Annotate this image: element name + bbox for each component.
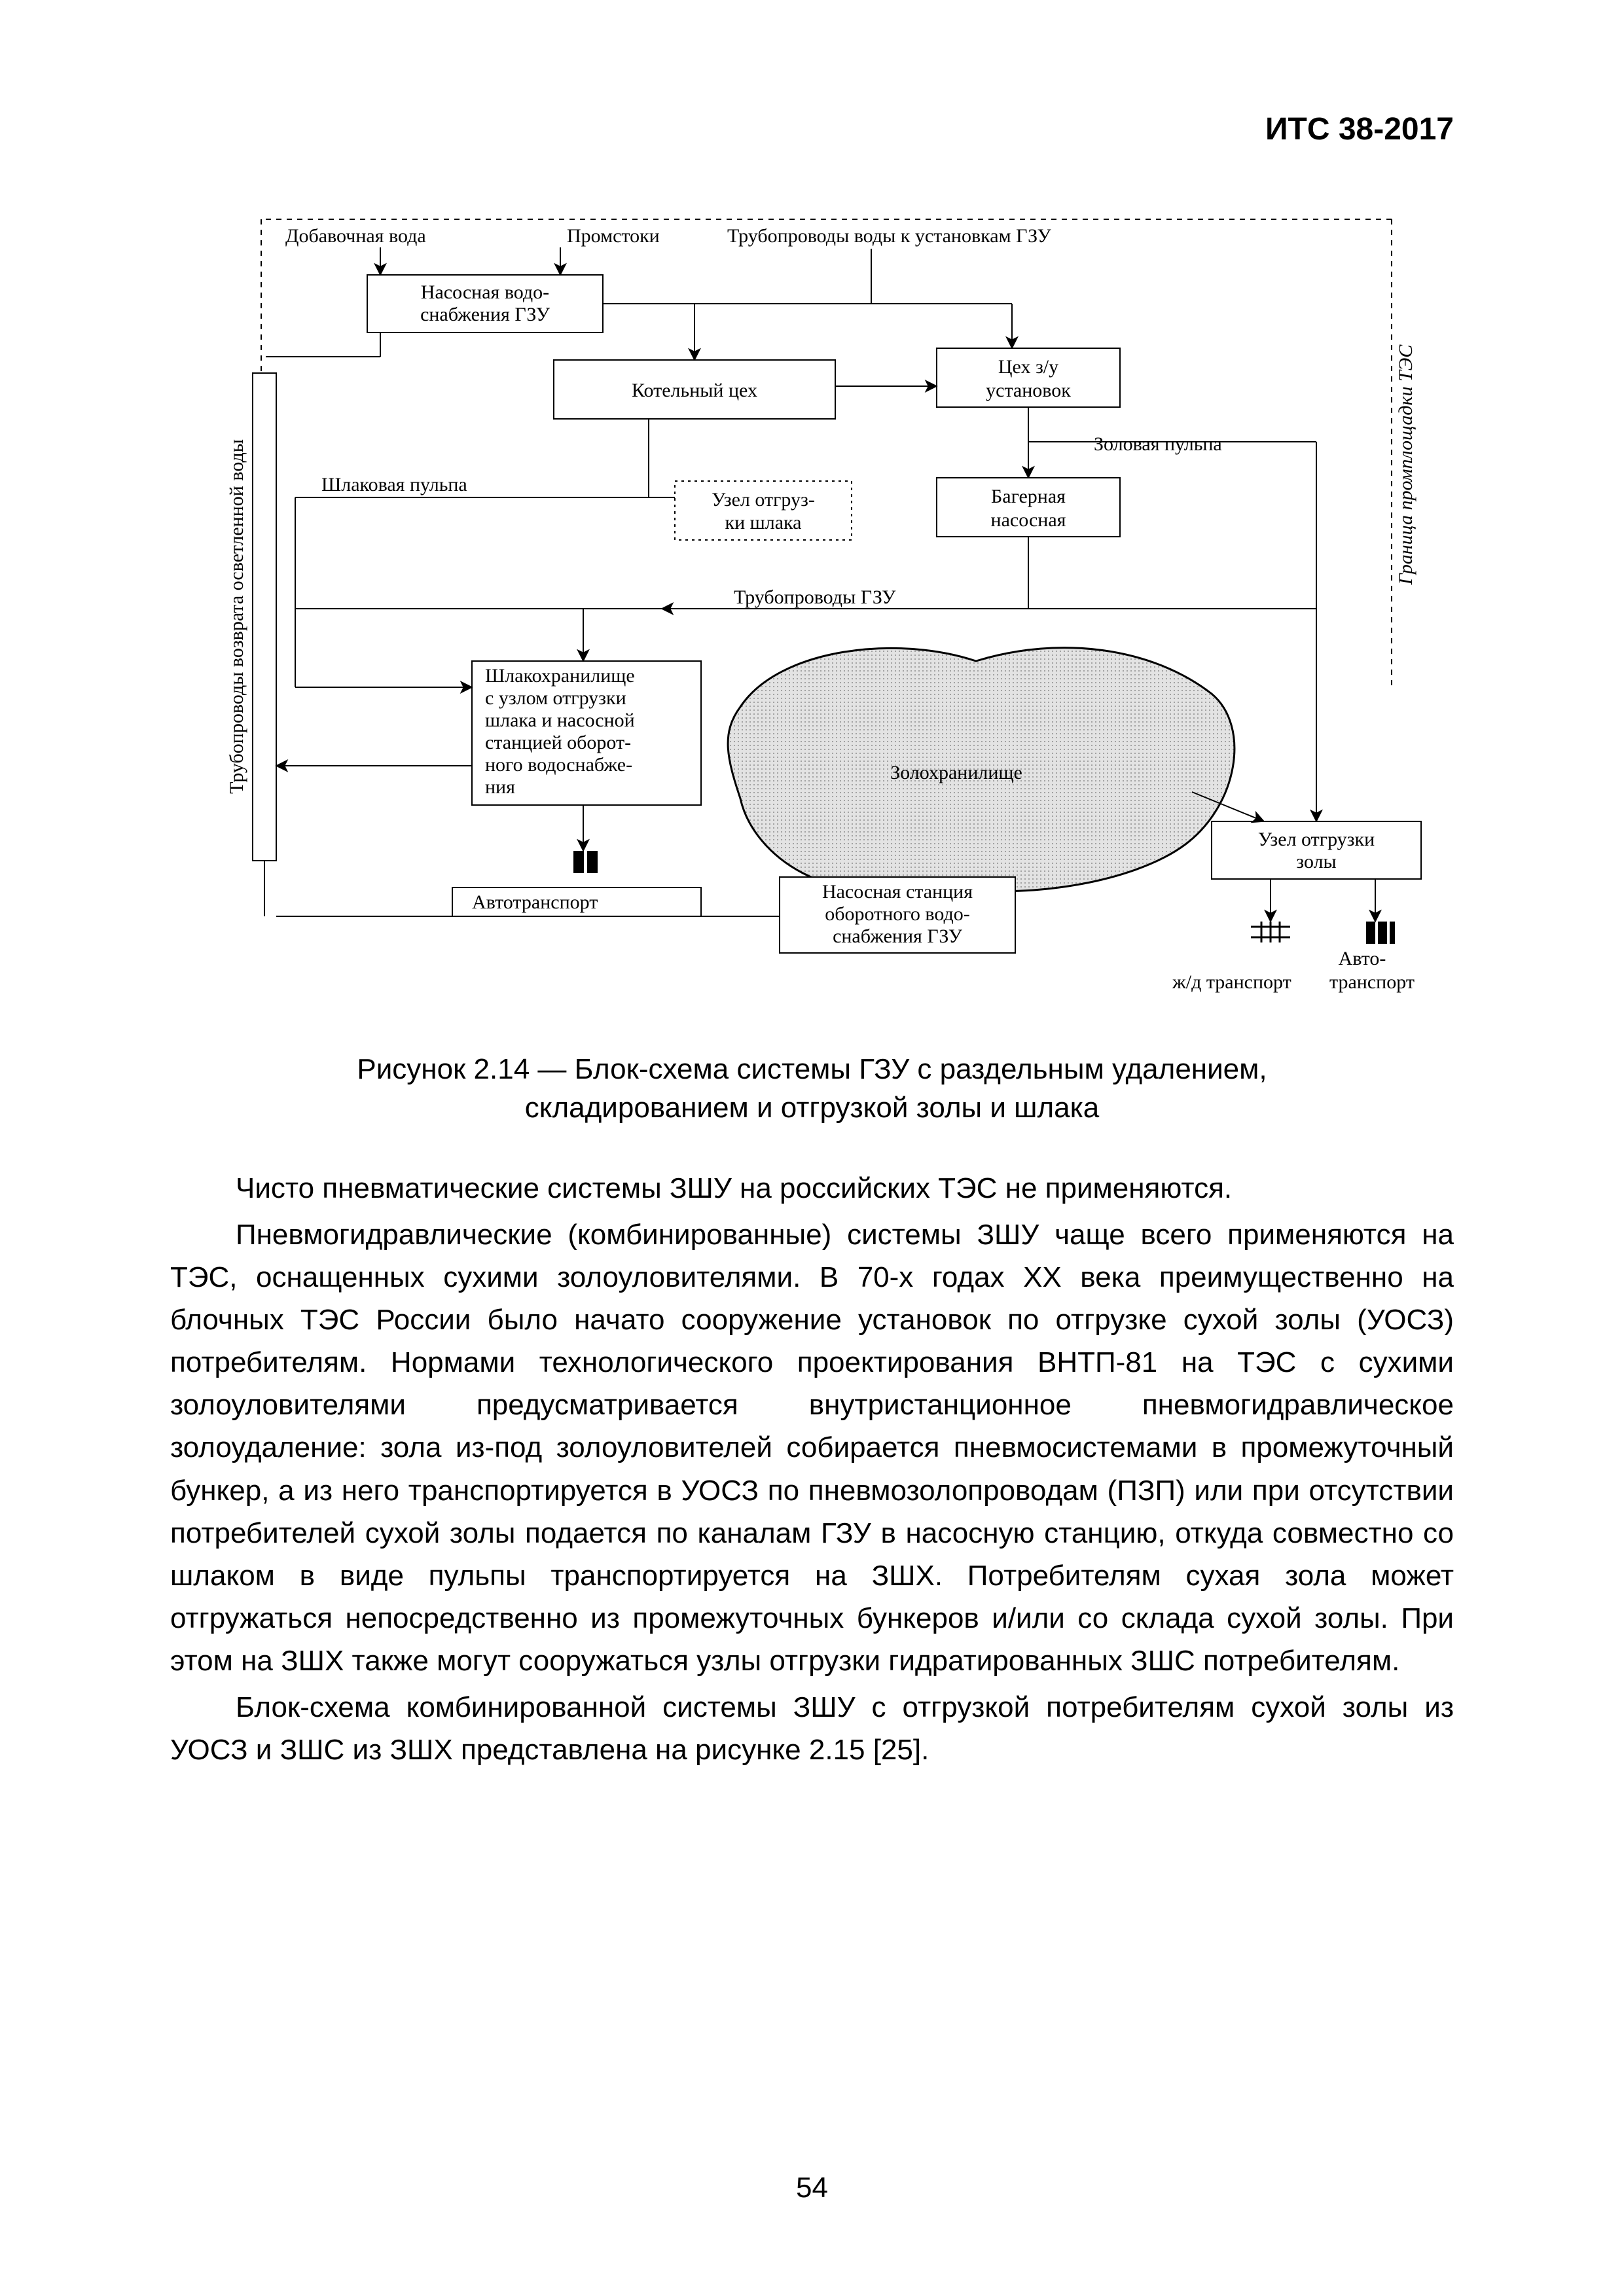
svg-text:Узел отгрузки: Узел отгрузки: [1257, 829, 1374, 850]
svg-text:шлака и насосной: шлака и насосной: [485, 709, 635, 731]
paragraph-1: Чисто пневматические системы ЗШУ на росс…: [170, 1167, 1454, 1210]
node-zu-shop: Цех з/у установок: [937, 348, 1120, 407]
truck-right-icon: [1366, 922, 1395, 944]
paragraph-3: Блок-схема комбинированной системы ЗШУ с…: [170, 1686, 1454, 1771]
label-return-pipe: Трубопроводы возврата осветленной воды: [226, 439, 247, 794]
svg-text:Насосная водо-: Насосная водо-: [420, 281, 549, 303]
label-ash-pulp: Золовая пульпа: [1094, 433, 1222, 455]
node-bager-pump: Багерная насосная: [937, 478, 1120, 537]
label-rail: ж/д транспорт: [1172, 971, 1291, 993]
svg-text:ки шлака: ки шлака: [725, 512, 801, 533]
svg-text:установок: установок: [986, 380, 1071, 401]
body-text: Чисто пневматические системы ЗШУ на росс…: [170, 1167, 1454, 1772]
label-auto: Авто-: [1338, 948, 1386, 969]
svg-text:снабжения ГЗУ: снабжения ГЗУ: [420, 304, 550, 325]
rail-icon: [1251, 922, 1290, 942]
svg-text:ния: ния: [485, 776, 515, 798]
svg-text:Узел отгруз-: Узел отгруз-: [712, 489, 815, 511]
svg-text:Котельный цех: Котельный цех: [632, 380, 757, 401]
svg-text:снабжения ГЗУ: снабжения ГЗУ: [833, 925, 963, 947]
boundary-label: Граница промплощадки ТЭС: [1395, 344, 1416, 586]
page-number: 54: [0, 2172, 1624, 2204]
svg-text:Золохранилище: Золохранилище: [890, 762, 1022, 783]
svg-text:Цех з/у: Цех з/у: [998, 356, 1058, 378]
paragraph-2: Пневмогидравлические (комбинированные) с…: [170, 1213, 1454, 1682]
node-slag-storage: Шлакохранилище с узлом отгрузки шлака и …: [472, 661, 701, 805]
figure-caption-line1: Рисунок 2.14 — Блок-схема системы ГЗУ с …: [357, 1053, 1267, 1085]
node-pump-return: Насосная станция оборотного водо- снабже…: [780, 877, 1015, 953]
node-ash-pond: Золохранилище: [728, 648, 1235, 891]
figure-2-14: Граница промплощадки ТЭС Добавочная вода…: [170, 190, 1454, 1128]
svg-text:с узлом отгрузки: с узлом отгрузки: [485, 687, 626, 709]
node-boiler-shop: Котельный цех: [554, 360, 835, 419]
label-autotransport-left: Автотранспорт: [472, 891, 598, 913]
label-top-pipes: Трубопроводы воды к установкам ГЗУ: [727, 225, 1051, 247]
page: ИТС 38-2017 Граница промплощадки ТЭС Доб…: [0, 0, 1624, 2296]
svg-text:Багерная: Багерная: [991, 486, 1066, 507]
truck-left-icon: [573, 851, 598, 873]
label-add-water: Добавочная вода: [285, 225, 426, 247]
label-autotrans-right: транспорт: [1329, 971, 1415, 993]
svg-text:Шлакохранилище: Шлакохранилище: [485, 665, 635, 687]
svg-text:золы: золы: [1296, 851, 1336, 872]
flowchart-diagram: Граница промплощадки ТЭС Добавочная вода…: [190, 190, 1434, 1034]
figure-caption: Рисунок 2.14 — Блок-схема системы ГЗУ с …: [170, 1050, 1454, 1128]
svg-text:ного водоснабже-: ного водоснабже-: [485, 754, 632, 776]
label-promstoki: Промстоки: [567, 225, 660, 247]
document-code: ИТС 38-2017: [1265, 111, 1454, 147]
svg-text:станцией оборот-: станцией оборот-: [485, 732, 631, 753]
node-slag-shipping: Узел отгруз- ки шлака: [675, 481, 852, 540]
svg-text:насосная: насосная: [990, 509, 1066, 531]
figure-caption-line2: складированием и отгрузкой золы и шлака: [525, 1092, 1100, 1124]
svg-text:оборотного водо-: оборотного водо-: [825, 903, 969, 925]
label-slag-pulp: Шлаковая пульпа: [321, 474, 467, 495]
node-ash-shipping: Узел отгрузки золы: [1212, 821, 1421, 879]
label-gzu-pipes: Трубопроводы ГЗУ: [734, 586, 896, 608]
return-pipe-box: [253, 373, 276, 861]
node-pump-supply: Насосная водо- снабжения ГЗУ: [367, 275, 603, 332]
svg-text:Насосная станция: Насосная станция: [821, 881, 972, 903]
